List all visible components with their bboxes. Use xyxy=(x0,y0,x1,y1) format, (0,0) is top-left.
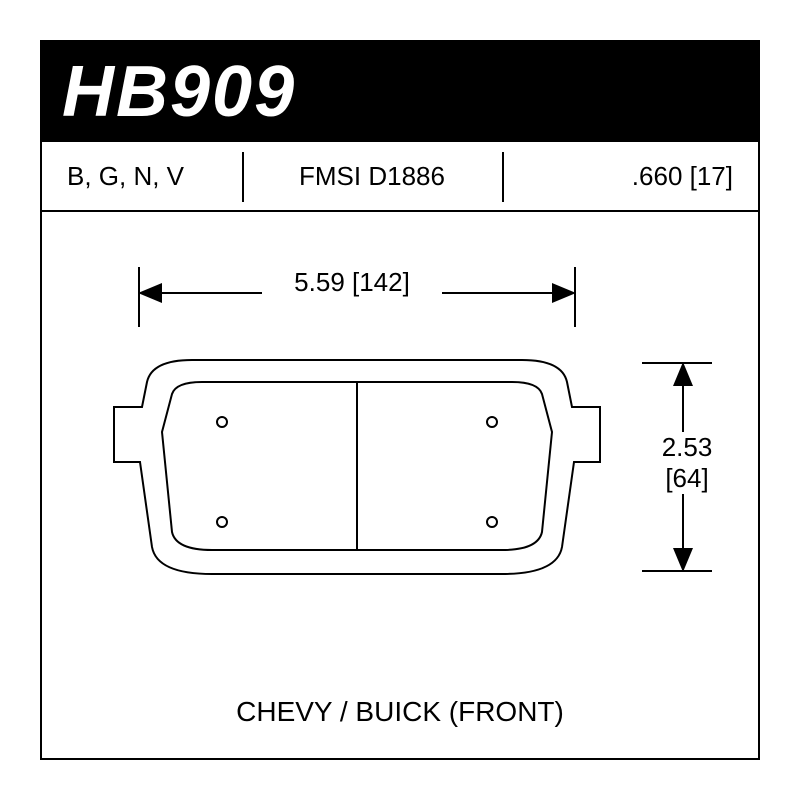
width-dim-label: 5.59 [142] xyxy=(262,267,442,298)
height-dim-label: 2.53 [64] xyxy=(642,432,732,494)
arrow-up-icon xyxy=(673,362,693,386)
diagram-caption: CHEVY / BUICK (FRONT) xyxy=(42,696,758,728)
height-mm: [64] xyxy=(665,463,708,493)
arrow-left-icon xyxy=(138,283,162,303)
diagram-frame: HB909 B, G, N, V FMSI D1886 .660 [17] 5.… xyxy=(40,40,760,760)
arrow-down-icon xyxy=(673,548,693,572)
brake-pad-outline xyxy=(102,342,612,602)
drawing-area: 5.59 [142] 2.53 [64] CHEVY / BUICK (FRON… xyxy=(42,212,758,758)
spec-compounds: B, G, N, V xyxy=(42,142,242,210)
title-band: HB909 xyxy=(42,42,758,142)
spec-row: B, G, N, V FMSI D1886 .660 [17] xyxy=(42,142,758,212)
height-inches: 2.53 xyxy=(662,432,713,462)
arrow-right-icon xyxy=(552,283,576,303)
spec-fmsi: FMSI D1886 xyxy=(242,142,502,210)
spec-thickness: .660 [17] xyxy=(502,142,758,210)
part-number-title: HB909 xyxy=(62,51,296,133)
